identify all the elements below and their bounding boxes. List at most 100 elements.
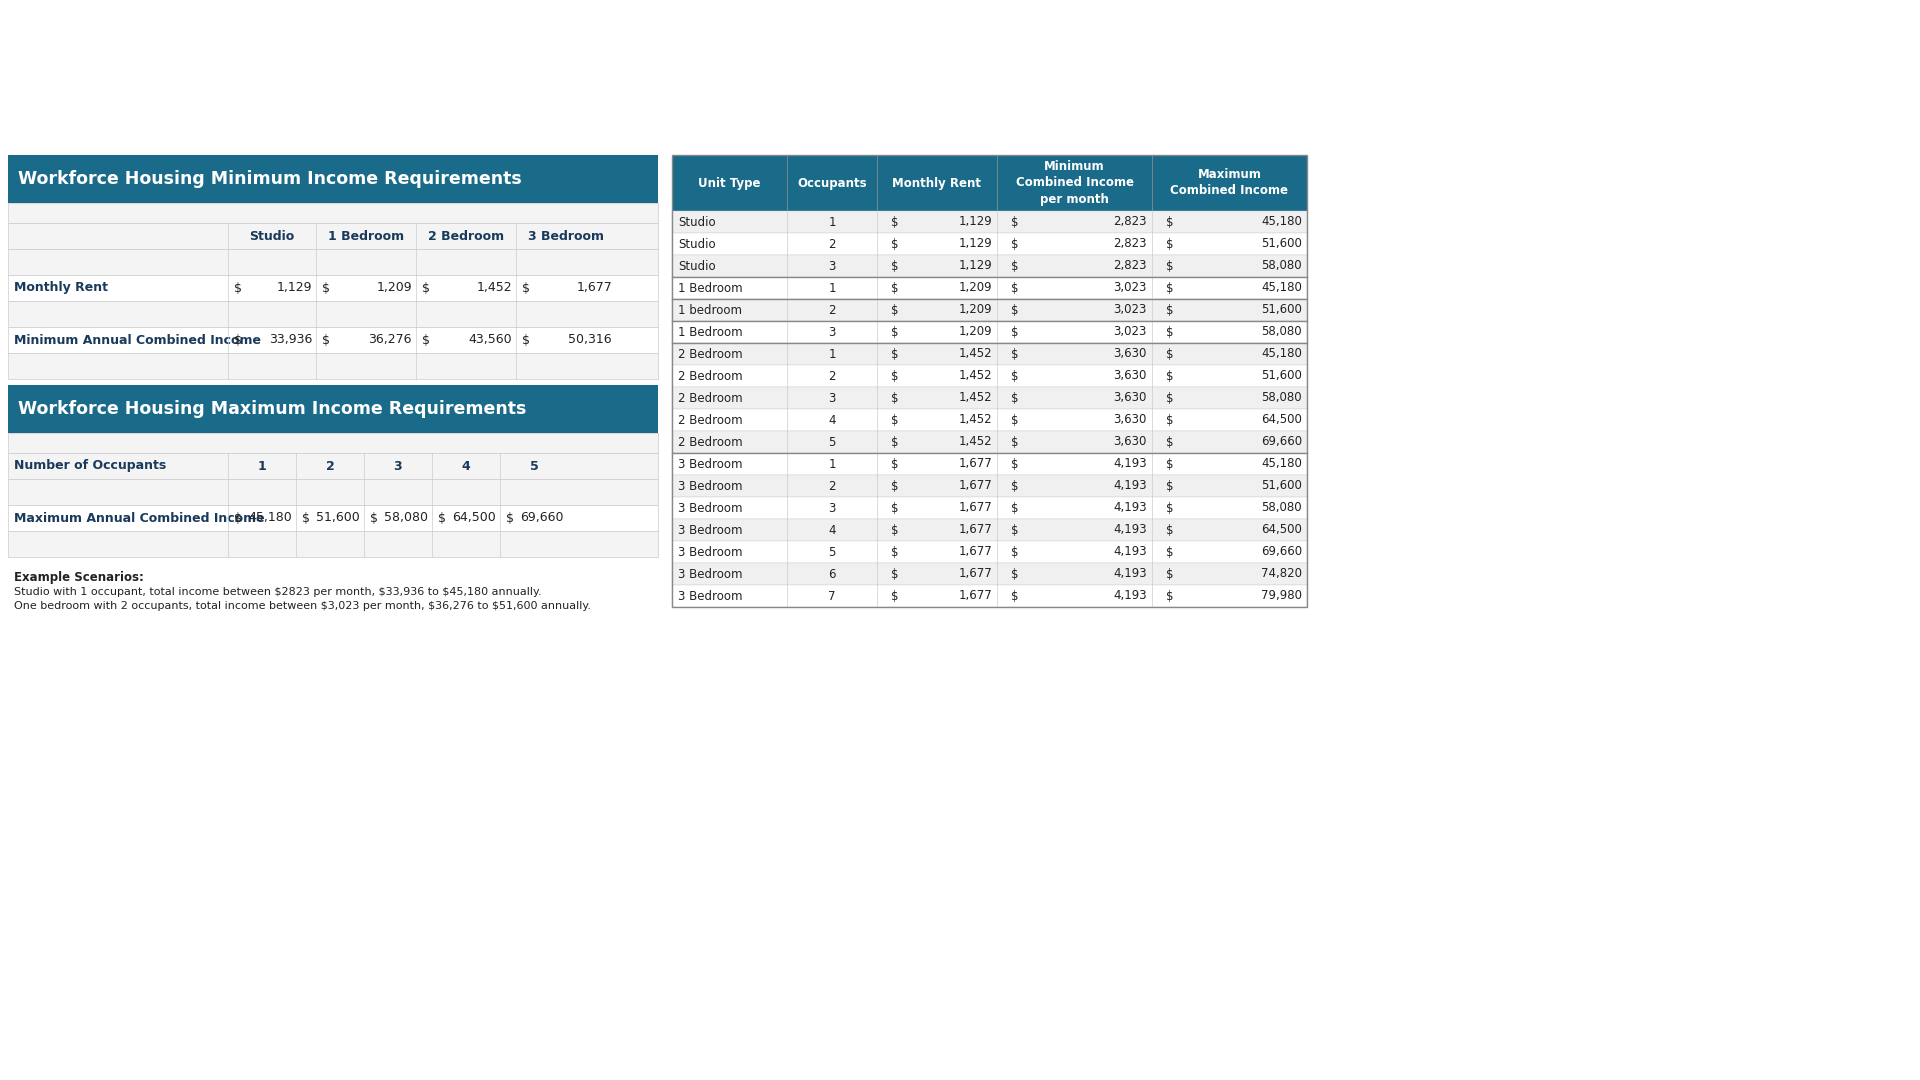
Text: 1,452: 1,452	[958, 348, 993, 361]
Text: 58,080: 58,080	[384, 512, 428, 525]
FancyBboxPatch shape	[672, 563, 1308, 585]
Text: 3 Bedroom: 3 Bedroom	[678, 480, 743, 492]
Text: $: $	[891, 435, 899, 448]
FancyBboxPatch shape	[1152, 156, 1308, 211]
Text: 3,630: 3,630	[1114, 414, 1146, 427]
Text: 3,630: 3,630	[1114, 369, 1146, 382]
Text: $: $	[1012, 391, 1018, 405]
Text: Workforce Housing Maximum Income Requirements: Workforce Housing Maximum Income Require…	[17, 400, 526, 418]
Text: $: $	[1165, 303, 1173, 316]
Text: $: $	[1165, 325, 1173, 338]
Text: $: $	[438, 512, 445, 525]
Text: Minimum Annual Combined Income: Minimum Annual Combined Income	[13, 334, 261, 347]
Text: 3,023: 3,023	[1114, 303, 1146, 316]
Text: $: $	[522, 282, 530, 295]
Text: 45,180: 45,180	[1261, 282, 1302, 295]
FancyBboxPatch shape	[8, 222, 659, 249]
FancyBboxPatch shape	[672, 365, 1308, 387]
Text: 45,180: 45,180	[1261, 458, 1302, 471]
Text: $: $	[1165, 501, 1173, 514]
Text: $: $	[1012, 590, 1018, 603]
Text: 69,660: 69,660	[1261, 545, 1302, 558]
Text: $: $	[1165, 590, 1173, 603]
Text: $: $	[1012, 238, 1018, 251]
Text: $: $	[1012, 325, 1018, 338]
Text: 1 Bedroom: 1 Bedroom	[678, 325, 743, 338]
Text: 45,180: 45,180	[1261, 216, 1302, 229]
FancyBboxPatch shape	[8, 433, 659, 453]
Text: $: $	[891, 259, 899, 272]
Text: $: $	[1165, 524, 1173, 537]
Text: $: $	[891, 414, 899, 427]
Text: 4: 4	[461, 459, 470, 473]
FancyBboxPatch shape	[8, 505, 659, 531]
Text: 3 Bedroom: 3 Bedroom	[678, 590, 743, 603]
Text: 6: 6	[828, 567, 835, 581]
FancyBboxPatch shape	[8, 249, 659, 275]
FancyBboxPatch shape	[996, 156, 1152, 211]
Text: 4: 4	[828, 414, 835, 427]
Text: 5: 5	[530, 459, 538, 473]
Text: 3 Bedroom: 3 Bedroom	[528, 230, 605, 243]
Text: $: $	[522, 334, 530, 347]
Text: 4,193: 4,193	[1114, 567, 1146, 581]
Text: $: $	[234, 282, 242, 295]
Text: 1: 1	[828, 348, 835, 361]
Text: 2,823: 2,823	[1114, 238, 1146, 251]
Text: 3 Bedroom: 3 Bedroom	[678, 524, 743, 537]
Text: 2: 2	[828, 238, 835, 251]
Text: 3,630: 3,630	[1114, 435, 1146, 448]
Text: Workforce Housing Minimum Income Requirements: Workforce Housing Minimum Income Require…	[17, 170, 522, 188]
Text: 1,129: 1,129	[958, 259, 993, 272]
Text: $: $	[891, 590, 899, 603]
Text: 58,080: 58,080	[1261, 325, 1302, 338]
Text: 3: 3	[828, 391, 835, 405]
FancyBboxPatch shape	[672, 233, 1308, 255]
Text: 45,180: 45,180	[1261, 348, 1302, 361]
Text: 1,677: 1,677	[958, 524, 993, 537]
Text: $: $	[1165, 282, 1173, 295]
Text: Studio: Studio	[678, 216, 716, 229]
Text: 3: 3	[828, 501, 835, 514]
Text: 3 Bedroom: 3 Bedroom	[678, 545, 743, 558]
Text: 58,080: 58,080	[1261, 259, 1302, 272]
FancyBboxPatch shape	[672, 156, 787, 211]
Text: $: $	[371, 512, 378, 525]
Text: 3 Bedroom: 3 Bedroom	[678, 501, 743, 514]
Text: 3,023: 3,023	[1114, 325, 1146, 338]
Text: Studio: Studio	[250, 230, 294, 243]
FancyBboxPatch shape	[8, 480, 659, 505]
Text: 64,500: 64,500	[453, 512, 495, 525]
Text: Monthly Rent: Monthly Rent	[893, 176, 981, 189]
Text: $: $	[1012, 414, 1018, 427]
Text: $: $	[234, 512, 242, 525]
Text: 1,209: 1,209	[376, 282, 413, 295]
FancyBboxPatch shape	[8, 327, 659, 353]
Text: 2: 2	[828, 369, 835, 382]
Text: 1,452: 1,452	[958, 435, 993, 448]
Text: $: $	[1165, 369, 1173, 382]
Text: 1,209: 1,209	[958, 282, 993, 295]
Text: $: $	[1165, 391, 1173, 405]
Text: 69,660: 69,660	[520, 512, 564, 525]
FancyBboxPatch shape	[8, 301, 659, 327]
FancyBboxPatch shape	[8, 353, 659, 379]
Text: $: $	[1012, 435, 1018, 448]
Text: $: $	[891, 458, 899, 471]
Text: 1,129: 1,129	[958, 216, 993, 229]
Text: 3,630: 3,630	[1114, 391, 1146, 405]
Text: 2 Bedroom: 2 Bedroom	[678, 369, 743, 382]
Text: $: $	[323, 282, 330, 295]
Text: 64,500: 64,500	[1261, 414, 1302, 427]
Text: $: $	[891, 480, 899, 492]
Text: 1,452: 1,452	[958, 391, 993, 405]
FancyBboxPatch shape	[877, 156, 996, 211]
Text: $: $	[1165, 545, 1173, 558]
Text: $: $	[1012, 216, 1018, 229]
Text: 2: 2	[828, 480, 835, 492]
Text: 1,209: 1,209	[958, 303, 993, 316]
Text: 2,823: 2,823	[1114, 216, 1146, 229]
Text: $: $	[323, 334, 330, 347]
Text: 1,452: 1,452	[958, 414, 993, 427]
Text: 69,660: 69,660	[1261, 435, 1302, 448]
